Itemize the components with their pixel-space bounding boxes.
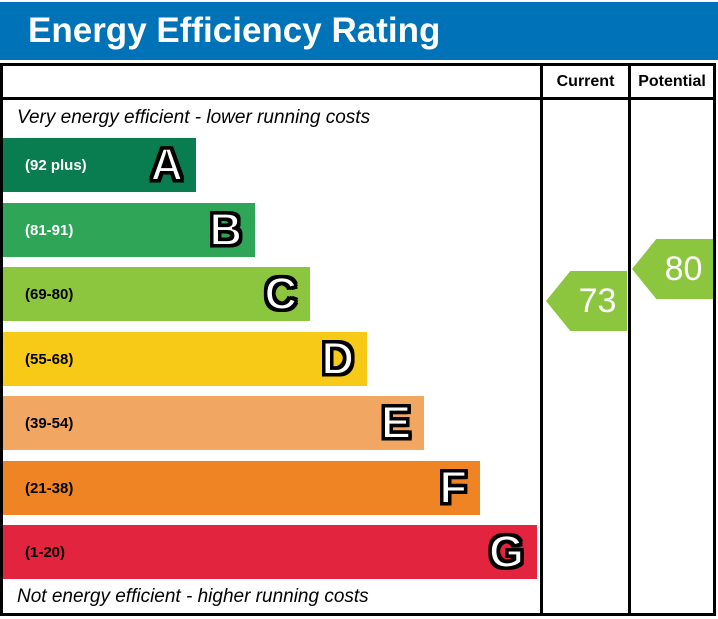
band-f: (21-38) F: [3, 461, 480, 515]
current-column-header: Current: [556, 73, 615, 90]
band-letter: F: [439, 461, 468, 514]
band-letter: D: [321, 332, 355, 385]
band-range-label: (69-80): [25, 285, 74, 303]
band-g: (1-20) G: [3, 525, 537, 579]
band-range-label: (81-91): [25, 221, 74, 239]
band-letter: A: [150, 138, 184, 191]
band-b: (81-91) B: [3, 203, 255, 257]
band-range-label: (21-38): [25, 479, 74, 497]
current-column-divider: [540, 63, 543, 616]
band-range-label: (92 plus): [25, 156, 87, 174]
band-letter: B: [209, 203, 243, 256]
band-e: (39-54) E: [3, 396, 424, 450]
potential-column-header: Potential: [638, 73, 706, 90]
band-c: (69-80) C: [3, 267, 310, 321]
top-caption: Very energy efficient - lower running co…: [17, 107, 371, 128]
band-d: (55-68) D: [3, 332, 367, 386]
band-letter: G: [488, 525, 525, 578]
band-letter: E: [380, 396, 412, 449]
band-range-label: (1-20): [25, 543, 66, 561]
band-range-label: (55-68): [25, 350, 74, 368]
chart-title: Energy Efficiency Rating: [28, 11, 441, 50]
current-rating-value: 73: [578, 282, 617, 320]
header-underline: [3, 97, 713, 100]
band-range-label: (39-54): [25, 414, 74, 432]
chart-title-bar: Energy Efficiency Rating: [0, 2, 718, 60]
band-letter: C: [264, 267, 298, 320]
band-a: (92 plus) A: [3, 138, 196, 192]
bottom-caption: Not energy efficient - higher running co…: [17, 586, 369, 607]
potential-rating-value: 80: [664, 250, 703, 288]
potential-column-divider: [628, 63, 631, 616]
